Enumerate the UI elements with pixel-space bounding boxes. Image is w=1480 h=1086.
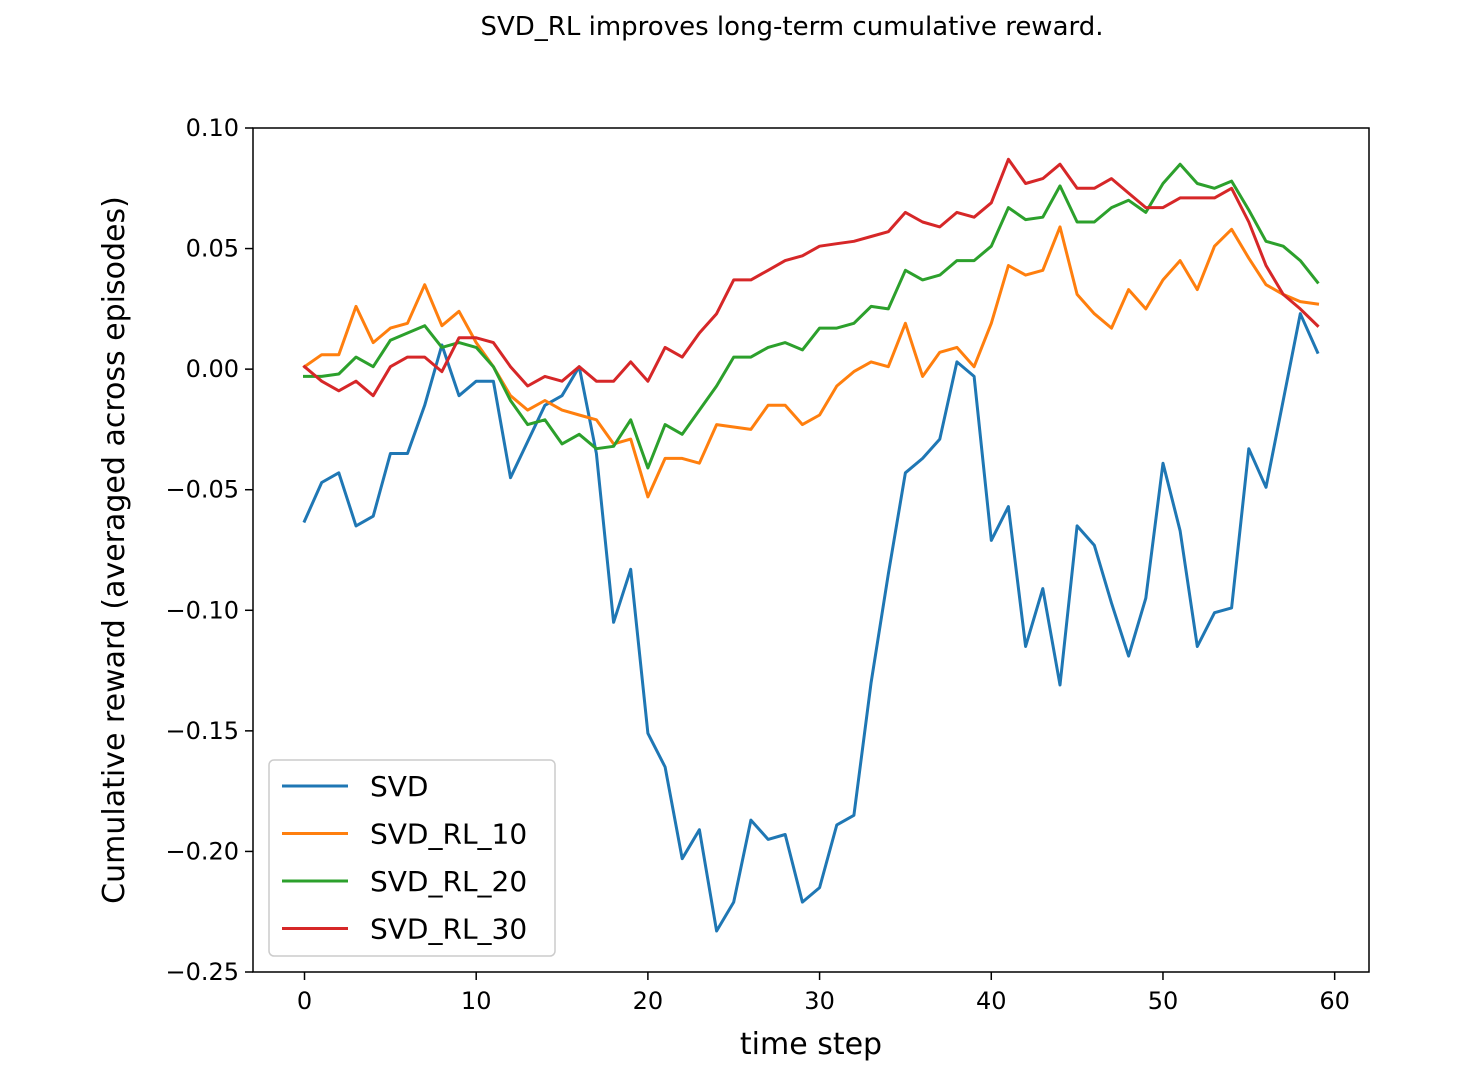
x-axis: 0 10 20 30 40 50 60 (297, 972, 1350, 1015)
y-axis-label: Cumulative reward (averaged across episo… (97, 196, 132, 904)
legend-label-svd-rl-20: SVD_RL_20 (370, 865, 527, 898)
series-line-svd-rl-10 (302, 225, 1320, 499)
y-tick-label: 0.00 (186, 355, 239, 383)
series-layer (302, 157, 1320, 933)
x-tick-label: 40 (976, 987, 1007, 1015)
y-tick-label: −0.20 (165, 837, 239, 865)
legend-entries: SVD SVD_RL_10 SVD_RL_20 SVD_RL_30 (282, 770, 527, 946)
chart-title: SVD_RL improves long-term cumulative rew… (480, 12, 1104, 42)
x-axis-label: time step (740, 1027, 882, 1062)
y-tick-label: −0.25 (165, 958, 239, 986)
x-tick-label: 10 (461, 987, 492, 1015)
x-tick-label: 30 (804, 987, 835, 1015)
x-tick-label: 60 (1319, 987, 1350, 1015)
legend-frame (268, 759, 556, 957)
y-tick-label: 0.10 (186, 114, 239, 142)
series-line-svd-rl-30 (302, 157, 1320, 398)
legend-label-svd-rl-30: SVD_RL_30 (370, 913, 527, 946)
legend-label-svd: SVD (370, 770, 429, 803)
y-tick-label: 0.05 (186, 235, 239, 263)
y-tick-label: −0.10 (165, 596, 239, 624)
y-tick-label: −0.05 (165, 476, 239, 504)
legend-label-svd-rl-10: SVD_RL_10 (370, 818, 527, 851)
x-tick-label: 50 (1148, 987, 1179, 1015)
legend: SVD SVD_RL_10 SVD_RL_20 SVD_RL_30 (268, 759, 556, 957)
x-tick-label: 0 (297, 987, 312, 1015)
x-tick-label: 20 (633, 987, 664, 1015)
series-line-svd (302, 312, 1320, 933)
plot-frame (252, 127, 1370, 973)
series-line-svd-rl-20 (303, 162, 1320, 470)
y-tick-label: −0.15 (165, 717, 239, 745)
y-axis: 0.10 0.05 0.00 −0.05 −0.10 −0.15 −0.20 −0.25 (165, 114, 253, 986)
